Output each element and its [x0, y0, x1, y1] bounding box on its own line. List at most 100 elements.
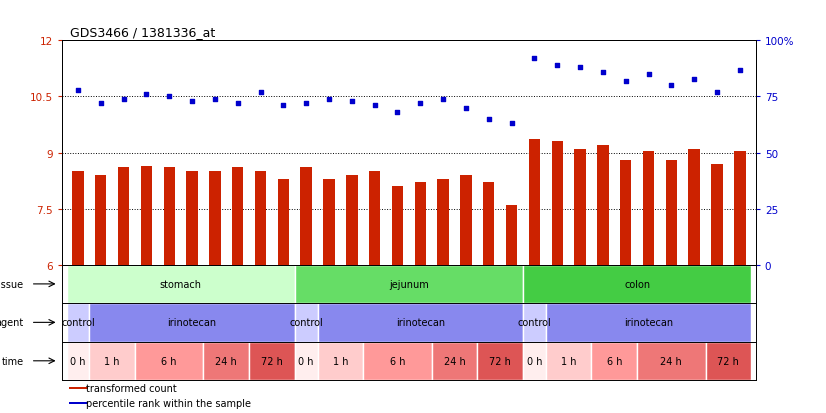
Text: 72 h: 72 h [489, 356, 511, 366]
Point [528, 56, 541, 62]
Text: 6 h: 6 h [390, 356, 406, 366]
Bar [95, 176, 107, 265]
Point [368, 103, 382, 109]
Text: stomach: stomach [159, 279, 202, 289]
Bar [574, 150, 586, 265]
Bar [734, 151, 746, 265]
Bar [369, 172, 380, 265]
Point [117, 96, 131, 103]
Bar [118, 168, 130, 265]
Point [551, 63, 564, 69]
Text: irinotecan: irinotecan [624, 318, 673, 328]
Bar [89, 304, 295, 342]
Text: percentile rank within the sample: percentile rank within the sample [86, 398, 251, 408]
Bar [546, 342, 591, 380]
Text: 0 h: 0 h [298, 356, 314, 366]
Text: 24 h: 24 h [444, 356, 465, 366]
Point [642, 71, 655, 78]
Bar [363, 342, 432, 380]
Point [277, 103, 290, 109]
Bar [209, 172, 221, 265]
Bar [460, 176, 472, 265]
Point [186, 98, 199, 105]
Point [687, 76, 700, 83]
Bar [688, 150, 700, 265]
Point [163, 94, 176, 100]
Text: agent: agent [0, 318, 24, 328]
Text: colon: colon [624, 279, 650, 289]
Point [733, 67, 747, 74]
Bar [232, 168, 244, 265]
Bar [67, 342, 89, 380]
Bar [135, 342, 203, 380]
Bar [67, 304, 89, 342]
Bar [89, 342, 135, 380]
Bar [392, 187, 403, 265]
Bar [203, 342, 249, 380]
Text: control: control [61, 318, 95, 328]
Bar [69, 402, 88, 404]
Bar [546, 304, 751, 342]
Point [596, 69, 610, 76]
Point [414, 101, 427, 107]
Point [94, 101, 107, 107]
Bar [72, 172, 83, 265]
Bar [523, 342, 546, 380]
Text: 1 h: 1 h [104, 356, 120, 366]
Point [254, 90, 267, 96]
Bar [483, 183, 495, 265]
Bar [666, 161, 677, 265]
Point [208, 96, 221, 103]
Bar [705, 342, 751, 380]
Text: control: control [289, 318, 323, 328]
Bar [438, 179, 449, 265]
Text: 24 h: 24 h [661, 356, 682, 366]
Point [436, 96, 449, 103]
Bar [529, 140, 540, 265]
Text: transformed count: transformed count [86, 383, 177, 393]
Bar [187, 172, 197, 265]
Point [140, 92, 153, 98]
Bar [317, 342, 363, 380]
Bar [140, 166, 152, 265]
Text: irinotecan: irinotecan [168, 318, 216, 328]
Bar [506, 205, 517, 265]
Text: 0 h: 0 h [527, 356, 542, 366]
Bar [164, 168, 175, 265]
Point [459, 105, 472, 112]
Point [505, 121, 518, 127]
Bar [254, 172, 266, 265]
Bar [278, 179, 289, 265]
Bar [69, 387, 88, 389]
Bar [552, 142, 563, 265]
Bar [301, 168, 312, 265]
Bar [295, 304, 317, 342]
Bar [323, 179, 335, 265]
Point [391, 109, 404, 116]
Bar [523, 265, 751, 304]
Text: 0 h: 0 h [70, 356, 86, 366]
Bar [249, 342, 295, 380]
Bar [637, 342, 705, 380]
Bar [477, 342, 523, 380]
Bar [620, 161, 631, 265]
Point [231, 101, 244, 107]
Bar [597, 146, 609, 265]
Bar [432, 342, 477, 380]
Text: control: control [518, 318, 551, 328]
Point [300, 101, 313, 107]
Text: 1 h: 1 h [333, 356, 348, 366]
Bar [295, 265, 523, 304]
Bar [295, 342, 317, 380]
Point [345, 98, 358, 105]
Bar [415, 183, 426, 265]
Text: 72 h: 72 h [261, 356, 282, 366]
Bar [591, 342, 637, 380]
Text: irinotecan: irinotecan [396, 318, 445, 328]
Point [620, 78, 633, 85]
Point [322, 96, 335, 103]
Point [710, 90, 724, 96]
Bar [346, 176, 358, 265]
Bar [643, 151, 654, 265]
Text: tissue: tissue [0, 279, 24, 289]
